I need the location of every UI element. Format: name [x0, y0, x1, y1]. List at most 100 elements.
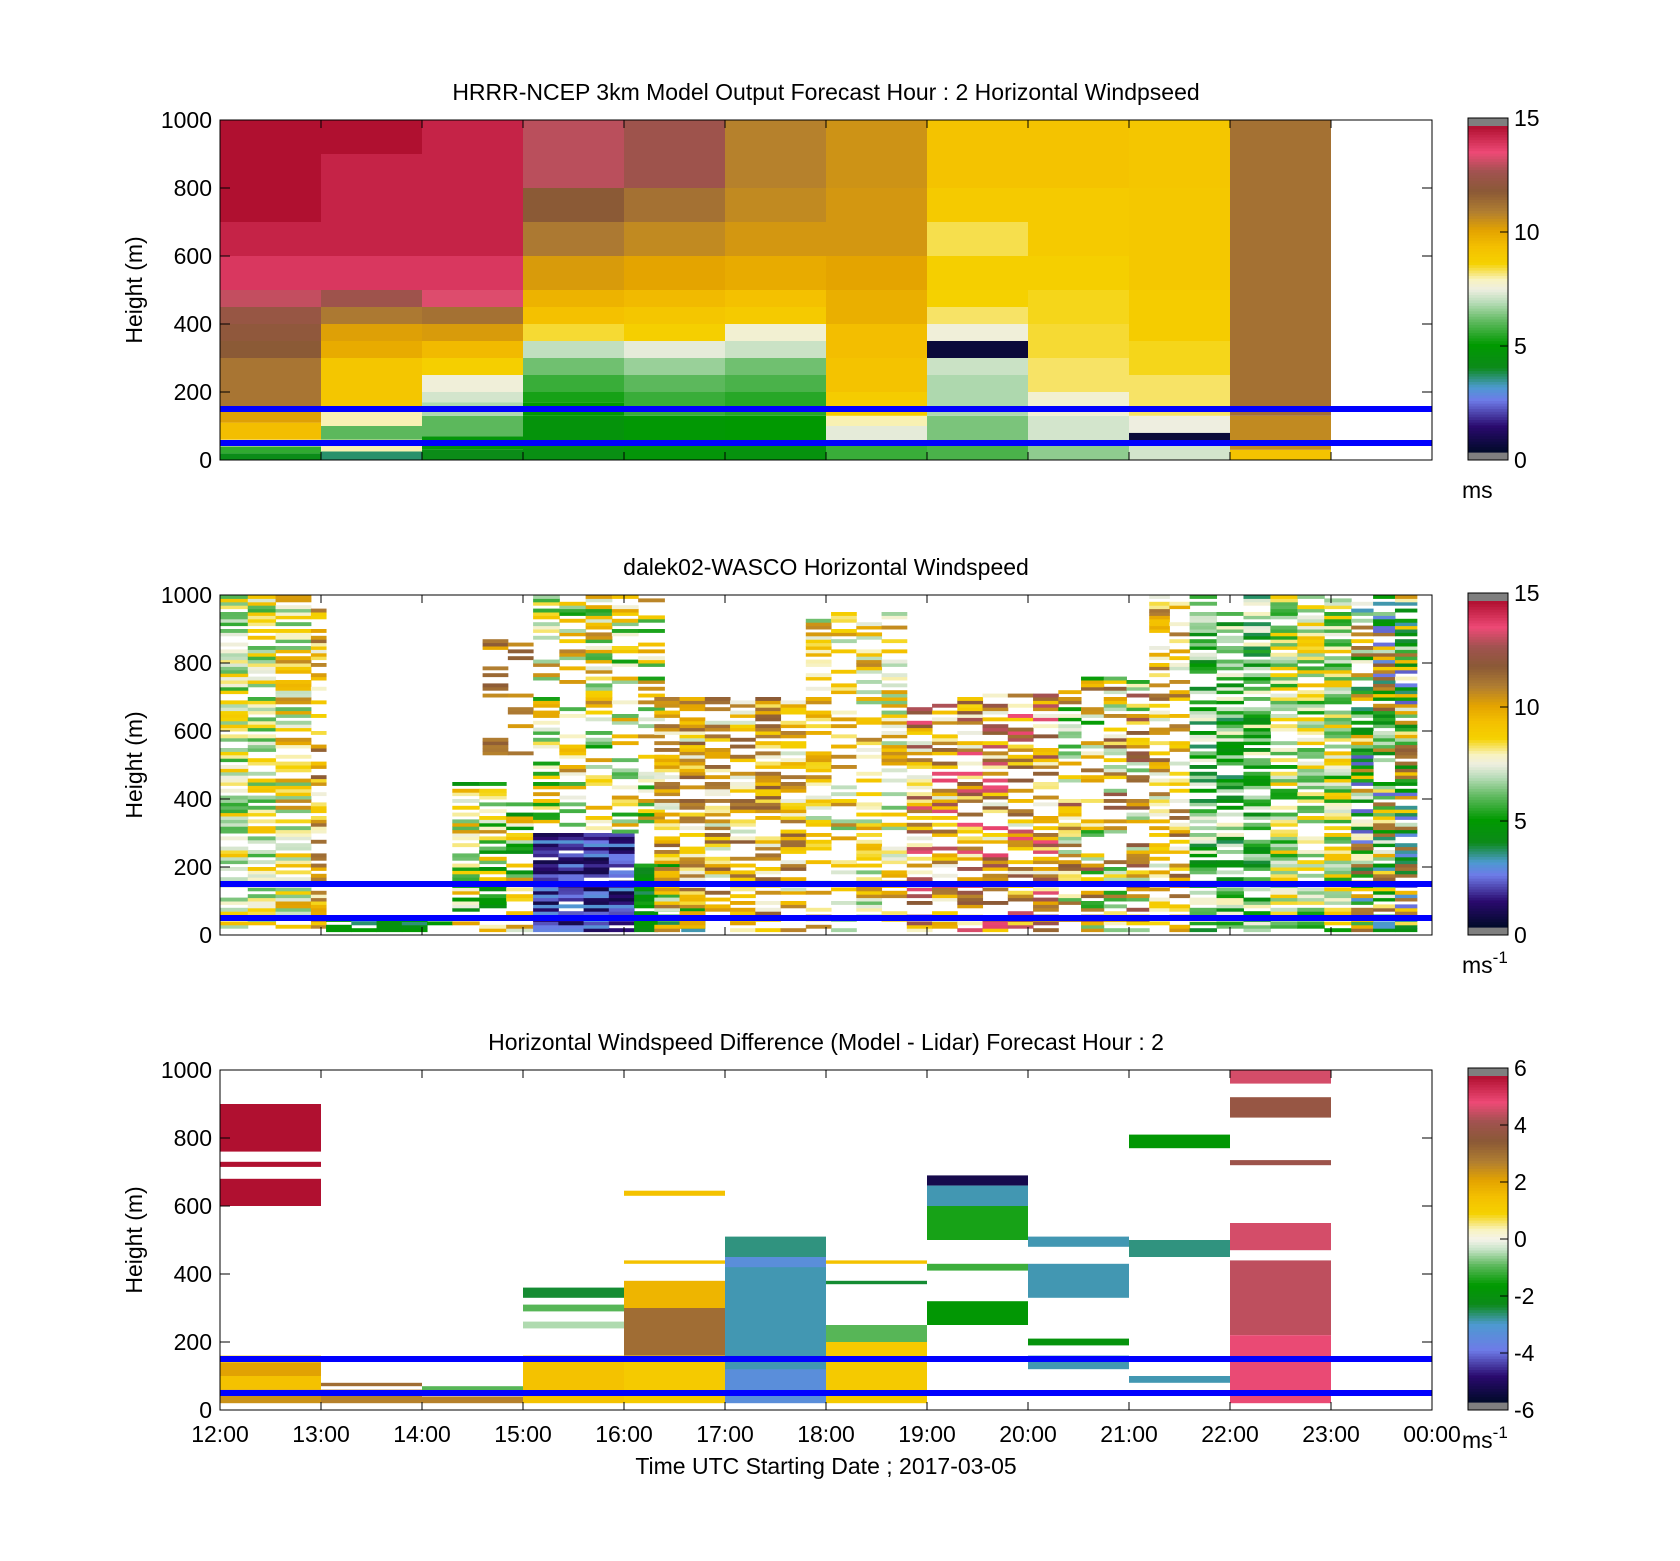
heatmap-cell [533, 615, 560, 620]
colorbar-segment [1468, 218, 1508, 222]
heatmap-cell [730, 836, 756, 841]
heatmap-cell [1243, 724, 1271, 729]
heatmap-cell [1351, 632, 1374, 637]
heatmap-cell [704, 768, 731, 773]
heatmap-cell [1297, 819, 1325, 824]
heatmap-cell [422, 1396, 523, 1404]
colorbar-tick-label: 4 [1514, 1112, 1527, 1138]
heatmap-cell [1394, 656, 1418, 661]
heatmap-cell [585, 690, 613, 695]
heatmap-cell [1297, 710, 1325, 715]
heatmap-cell [1169, 833, 1191, 837]
heatmap-cell [1103, 860, 1127, 865]
heatmap-cell [755, 836, 782, 841]
heatmap-cell [1007, 812, 1034, 817]
colorbar-segment [1468, 859, 1508, 863]
heatmap-cell [725, 341, 826, 358]
heatmap-cell [1243, 761, 1271, 766]
heatmap-cell [805, 673, 832, 678]
y-tick-label: 600 [174, 718, 212, 744]
colorbar-segment [1468, 275, 1508, 279]
heatmap-cell [1033, 856, 1059, 861]
heatmap-cell [1126, 805, 1150, 810]
heatmap-cell [275, 710, 312, 715]
heatmap-cell [826, 290, 927, 324]
heatmap-cell [1189, 788, 1218, 793]
heatmap-cell [624, 443, 725, 460]
heatmap-cell [730, 863, 756, 868]
heatmap-cell [220, 765, 249, 769]
heatmap-cell [275, 863, 312, 868]
colorbar-segment [1468, 174, 1508, 179]
colorbar-segment [1468, 278, 1508, 282]
heatmap-cell [1373, 649, 1396, 654]
heatmap-cell [1033, 734, 1059, 739]
y-tick-label: 400 [174, 311, 212, 337]
heatmap-cell [932, 921, 958, 926]
heatmap-cell [247, 809, 277, 814]
heatmap-cell [247, 887, 277, 892]
colorbar-segment [1468, 1277, 1508, 1281]
heatmap-cell [704, 754, 731, 759]
heatmap-cell [1169, 601, 1191, 606]
heatmap-cell [310, 775, 327, 780]
heatmap-cell [826, 324, 927, 358]
heatmap-cell [1324, 601, 1352, 606]
heatmap-cell [611, 618, 639, 623]
heatmap-cell [326, 928, 352, 933]
colorbar-segment [1468, 609, 1508, 613]
heatmap-cell [585, 805, 613, 810]
heatmap-cell [679, 901, 706, 905]
heatmap-cell [220, 598, 249, 603]
heatmap-cell [310, 714, 327, 718]
heatmap-cell [780, 887, 807, 892]
heatmap-cell [932, 853, 958, 858]
heatmap-cell [482, 737, 509, 742]
heatmap-cell [1297, 595, 1325, 599]
y-tick-label: 200 [174, 1329, 212, 1355]
heatmap-cell [559, 618, 587, 623]
heatmap-cell [704, 846, 731, 851]
heatmap-cell [506, 897, 534, 902]
heatmap-cell [1189, 778, 1218, 783]
colorbar-segment [1468, 630, 1508, 635]
heatmap-cell [1216, 890, 1244, 895]
heatmap-cell [1243, 751, 1271, 756]
heatmap-cell [982, 867, 1009, 871]
heatmap-cell [679, 850, 706, 854]
colorbar-segment [1468, 1266, 1508, 1270]
heatmap-cell [220, 669, 249, 674]
heatmap-cell [1243, 612, 1271, 616]
heatmap-cell [755, 700, 782, 705]
heatmap-cell [506, 850, 534, 854]
heatmap-cell [559, 771, 587, 776]
heatmap-cell [1394, 734, 1418, 739]
colorbar-segment [1468, 785, 1508, 790]
heatmap-cell [1149, 819, 1170, 824]
heatmap-cell [1373, 663, 1396, 667]
heatmap-cell [1243, 601, 1271, 606]
heatmap-cell [1373, 877, 1396, 882]
heatmap-cell [1103, 680, 1127, 684]
heatmap-cell [906, 846, 933, 851]
colorbar-segment [1468, 829, 1508, 833]
heatmap-cell [1007, 809, 1034, 814]
heatmap-cell [247, 771, 277, 776]
heatmap-cell [220, 724, 249, 729]
heatmap-cell [1058, 836, 1082, 841]
heatmap-cell [805, 799, 832, 803]
heatmap-cell [523, 324, 624, 341]
heatmap-cell [1033, 819, 1059, 824]
heatmap-cell [1033, 843, 1059, 848]
heatmap-cell [1351, 727, 1374, 732]
colorbar-unit: ms-1 [1462, 1423, 1508, 1453]
heatmap-cell [275, 833, 312, 837]
heatmap-cell [247, 707, 277, 712]
heatmap-cell [927, 1206, 1028, 1240]
heatmap-cell [585, 731, 613, 735]
heatmap-cell [881, 850, 908, 854]
heatmap-cell [1394, 608, 1418, 613]
heatmap-cell [624, 358, 725, 375]
colorbar-segment [1468, 1298, 1508, 1303]
colorbar-segment [1468, 777, 1508, 781]
